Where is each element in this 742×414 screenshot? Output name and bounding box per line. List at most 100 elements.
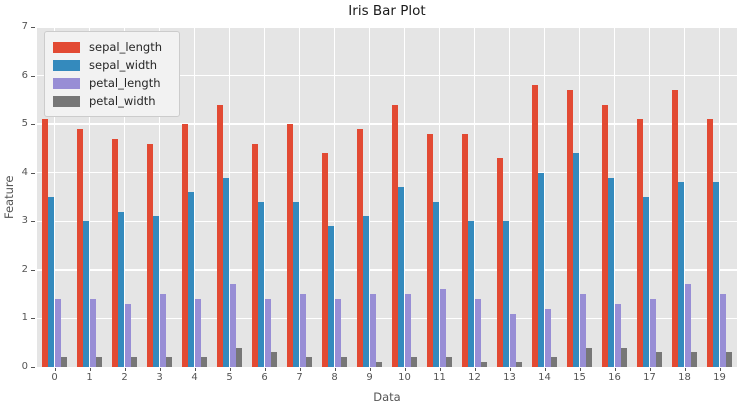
bar-petal_length-10	[405, 294, 411, 367]
x-tick-mark	[334, 368, 336, 371]
bar-sepal_length-16	[602, 104, 608, 367]
v-gridline	[298, 27, 301, 367]
x-tick-mark	[649, 368, 651, 371]
x-tick-label: 8	[331, 372, 338, 383]
v-gridline	[613, 27, 616, 367]
y-tick-mark	[31, 269, 35, 271]
legend-item: sepal_width	[53, 56, 171, 74]
bar-sepal_length-1	[77, 129, 83, 367]
bar-sepal_width-6	[258, 201, 264, 367]
x-tick-mark	[684, 368, 686, 371]
x-tick-label: 7	[296, 372, 303, 383]
bar-sepal_length-14	[532, 85, 538, 367]
x-tick-mark	[579, 368, 581, 371]
x-tick-label: 0	[51, 372, 58, 383]
bar-petal_width-1	[96, 357, 102, 367]
bar-petal_width-9	[376, 362, 382, 367]
bar-petal_length-15	[580, 294, 586, 367]
bar-sepal_width-13	[503, 221, 509, 367]
x-tick-mark	[509, 368, 511, 371]
bar-petal_length-9	[370, 294, 376, 367]
bar-sepal_width-7	[293, 201, 299, 367]
x-tick-label: 3	[156, 372, 163, 383]
v-gridline	[333, 27, 336, 367]
x-tick-mark	[544, 368, 546, 371]
y-tick-mark	[31, 221, 35, 223]
bar-sepal_width-15	[573, 153, 579, 367]
bar-sepal_width-12	[468, 221, 474, 367]
bar-sepal_width-9	[363, 216, 369, 367]
x-tick-label: 13	[503, 372, 516, 383]
legend-swatch-petal_length	[53, 77, 80, 89]
bar-petal_length-16	[615, 303, 621, 367]
bar-petal_length-4	[195, 299, 201, 367]
bar-petal_length-3	[160, 294, 166, 367]
x-tick-mark	[229, 368, 231, 371]
bar-sepal_length-2	[112, 138, 118, 367]
x-tick-label: 18	[678, 372, 691, 383]
h-gridline	[37, 317, 737, 320]
bar-petal_width-15	[586, 347, 592, 367]
bar-petal_length-17	[650, 299, 656, 367]
bar-sepal_length-13	[497, 158, 503, 367]
legend-item: sepal_length	[53, 38, 171, 56]
bar-sepal_length-17	[637, 119, 643, 367]
bar-sepal_length-19	[707, 119, 713, 367]
bar-petal_width-13	[516, 362, 522, 367]
bar-sepal_length-0	[42, 119, 48, 367]
bar-petal_width-16	[621, 347, 627, 367]
x-tick-label: 10	[398, 372, 411, 383]
y-tick-mark	[31, 75, 35, 77]
bar-petal_length-12	[475, 299, 481, 367]
v-gridline	[368, 27, 371, 367]
bar-sepal_width-14	[538, 172, 544, 367]
v-gridline	[543, 27, 546, 367]
bar-sepal_length-8	[322, 153, 328, 367]
legend-item: petal_width	[53, 92, 171, 110]
legend-item: petal_length	[53, 74, 171, 92]
y-tick-label: 0	[21, 361, 28, 372]
bar-sepal_length-15	[567, 90, 573, 367]
v-gridline	[158, 27, 161, 367]
x-tick-label: 17	[643, 372, 656, 383]
x-tick-mark	[614, 368, 616, 371]
bar-sepal_length-9	[357, 129, 363, 367]
x-tick-mark	[369, 368, 371, 371]
y-axis-label: Feature	[2, 175, 16, 219]
bar-sepal_length-7	[287, 124, 293, 367]
bar-sepal_width-10	[398, 187, 404, 367]
v-gridline	[88, 27, 91, 367]
x-tick-mark	[194, 368, 196, 371]
x-tick-mark	[299, 368, 301, 371]
bar-petal_length-7	[300, 294, 306, 367]
x-tick-label: 16	[608, 372, 621, 383]
x-tick-label: 1	[86, 372, 93, 383]
x-tick-label: 2	[121, 372, 128, 383]
legend-swatch-sepal_length	[53, 41, 80, 53]
x-tick-label: 9	[366, 372, 373, 383]
x-tick-mark	[89, 368, 91, 371]
bar-sepal_length-3	[147, 143, 153, 367]
v-gridline	[403, 27, 406, 367]
bar-petal_width-14	[551, 357, 557, 367]
bar-petal_length-14	[545, 308, 551, 367]
v-gridline	[228, 27, 231, 367]
bar-petal_width-0	[61, 357, 67, 367]
bar-sepal_length-10	[392, 104, 398, 367]
bar-petal_length-5	[230, 284, 236, 367]
h-gridline	[37, 220, 737, 223]
bar-petal_width-4	[201, 357, 207, 367]
h-gridline	[37, 123, 737, 125]
v-gridline	[473, 27, 476, 367]
legend-label: sepal_length	[89, 40, 163, 54]
v-gridline	[193, 27, 196, 367]
bar-petal_length-13	[510, 313, 516, 367]
bar-petal_length-11	[440, 289, 446, 367]
x-tick-mark	[474, 368, 476, 371]
bar-sepal_width-3	[153, 216, 159, 367]
bar-petal_length-19	[720, 294, 726, 367]
x-tick-mark	[159, 368, 161, 371]
y-tick-label: 7	[21, 21, 28, 32]
v-gridline	[263, 27, 266, 367]
